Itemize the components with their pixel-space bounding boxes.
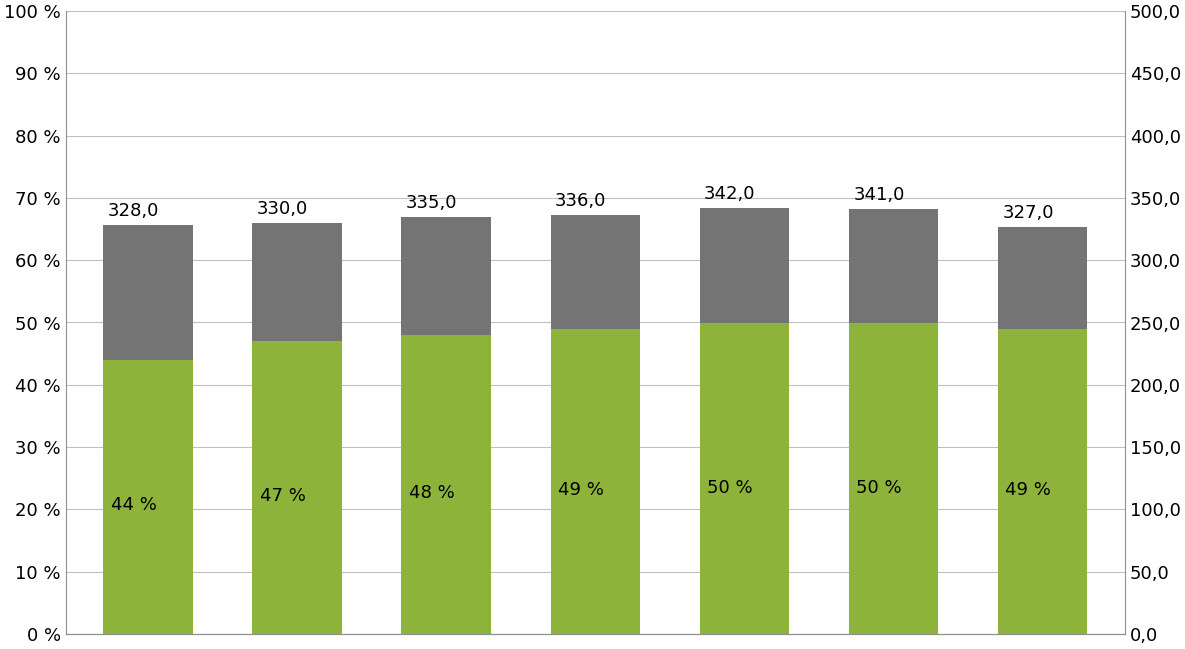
Bar [103, 225, 192, 360]
Text: 50 %: 50 % [857, 478, 902, 496]
Text: 49 %: 49 % [1005, 482, 1051, 500]
Text: 48 %: 48 % [409, 484, 455, 502]
Text: 47 %: 47 % [260, 487, 306, 506]
Bar [998, 329, 1088, 634]
Bar [103, 360, 192, 634]
Bar [551, 329, 640, 634]
Bar [699, 208, 789, 323]
Text: 335,0: 335,0 [405, 193, 457, 212]
Text: 341,0: 341,0 [853, 186, 904, 204]
Text: 327,0: 327,0 [1003, 204, 1053, 221]
Text: 328,0: 328,0 [108, 202, 159, 221]
Bar [402, 335, 491, 634]
Text: 49 %: 49 % [558, 482, 604, 500]
Text: 44 %: 44 % [110, 496, 156, 514]
Text: 330,0: 330,0 [257, 200, 308, 218]
Bar [848, 209, 939, 323]
Bar [252, 223, 341, 341]
Text: 342,0: 342,0 [704, 185, 756, 203]
Text: 336,0: 336,0 [555, 192, 607, 210]
Bar [998, 227, 1088, 329]
Text: 50 %: 50 % [707, 478, 752, 496]
Bar [699, 323, 789, 634]
Bar [848, 323, 939, 634]
Bar [402, 217, 491, 335]
Bar [551, 215, 640, 329]
Bar [252, 341, 341, 634]
